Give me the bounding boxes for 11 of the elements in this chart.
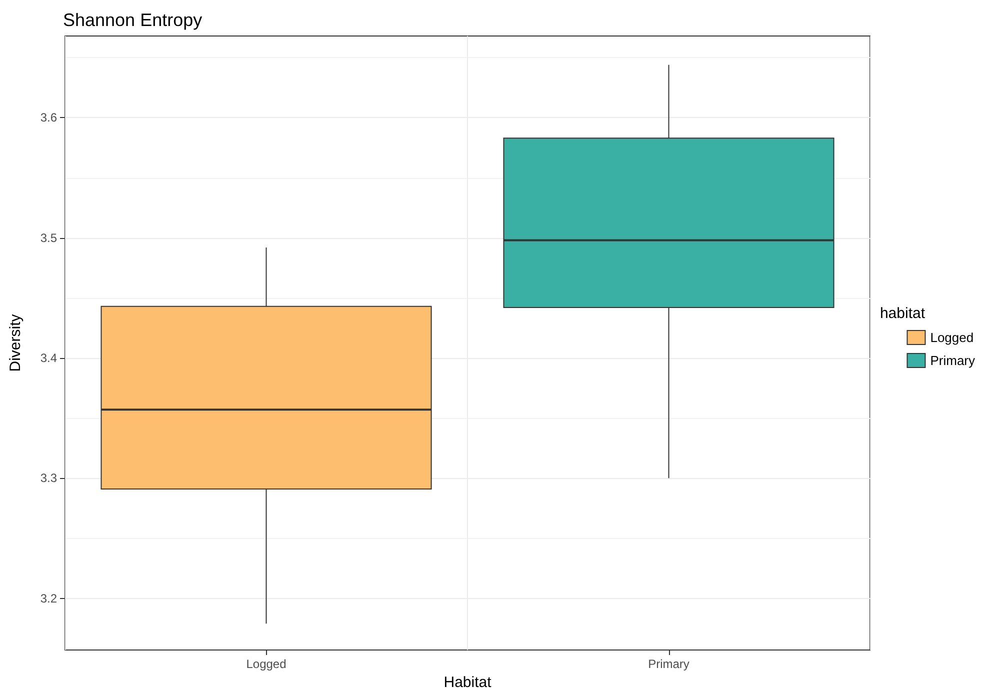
y-tick-label: 3.6 (40, 110, 58, 125)
y-tick-label: 3.3 (40, 471, 58, 486)
chart-title: Shannon Entropy (63, 10, 202, 30)
legend-label: Primary (930, 353, 976, 368)
x-axis-title: Habitat (444, 674, 492, 691)
y-tick-label: 3.4 (40, 351, 58, 366)
y-tick-label: 3.5 (40, 230, 58, 245)
legend-title: habitat (880, 305, 926, 322)
y-tick-label: 3.2 (40, 591, 58, 606)
legend-label: Logged (930, 330, 974, 345)
y-axis-title: Diversity (7, 314, 24, 372)
